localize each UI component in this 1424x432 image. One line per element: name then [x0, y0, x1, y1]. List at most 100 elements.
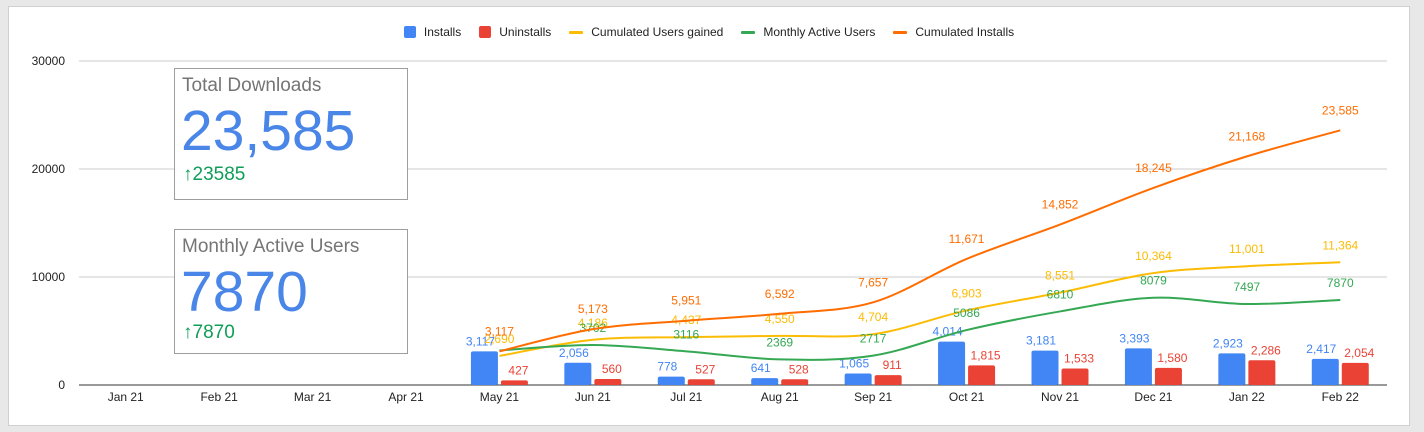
bar [1311, 358, 1339, 385]
line-data-label: 5,173 [578, 302, 608, 316]
line-data-label: 6810 [1047, 287, 1074, 301]
bar [1154, 367, 1182, 385]
line-data-label: 3116 [673, 327, 699, 341]
arrow-up-icon: ↑ [183, 164, 193, 185]
x-tick-label: Jul 21 [670, 390, 702, 404]
y-tick-label: 20000 [32, 162, 66, 176]
series-line [499, 261, 1341, 357]
bar-data-label: 2,054 [1344, 346, 1374, 360]
bar [500, 380, 528, 385]
bar-data-label: 1,815 [971, 348, 1001, 362]
cumulated-users-swatch [569, 30, 584, 34]
legend-label-installs: Installs [423, 25, 462, 39]
cumulated-installs-swatch [893, 30, 908, 34]
bar-data-label: 1,533 [1064, 351, 1094, 365]
legend-label-uninstalls: Uninstalls [499, 25, 552, 39]
scorecard-total-downloads: Total Downloads 23,585 ↑23585 [174, 68, 408, 200]
bar-data-label: 427 [508, 363, 528, 377]
line-data-label: 6,903 [952, 286, 982, 300]
bar [751, 378, 779, 385]
bar [687, 379, 715, 385]
x-tick-label: Jan 21 [108, 390, 144, 404]
legend-label-cumulated-users: Cumulated Users gained [591, 25, 724, 39]
bar-data-label: 2,056 [559, 346, 589, 360]
bar-data-label: 1,580 [1157, 351, 1187, 365]
bar-data-label: 527 [695, 362, 715, 376]
bar [1061, 368, 1089, 385]
line-data-label: 11,001 [1229, 242, 1265, 256]
line-data-label: 11,364 [1322, 238, 1358, 252]
combo-chart: 0 10000 20000 30000 Jan 21 Feb 21 Mar 21 Apr 21… [32, 54, 1387, 404]
scorecard-value: 7870 [181, 260, 308, 324]
bar [938, 341, 966, 385]
scorecard-title: Total Downloads [182, 75, 322, 96]
bar-data-label: 560 [602, 362, 622, 376]
bar [657, 376, 685, 385]
monthly-active-users-swatch [741, 30, 756, 34]
line-data-label: 8,551 [1045, 269, 1075, 283]
installs-swatch [403, 26, 416, 38]
bar-data-label: 3,117 [466, 334, 495, 348]
line-data-label: 5,951 [671, 294, 701, 308]
bar [874, 375, 902, 385]
bar [1341, 362, 1369, 385]
bar [1248, 360, 1276, 385]
line-data-label: 14,852 [1042, 198, 1079, 212]
line-data-label: 11,671 [949, 232, 985, 246]
bar-data-label: 528 [789, 362, 809, 376]
bar [1031, 350, 1059, 385]
x-tick-label: Jun 21 [575, 390, 611, 404]
scorecard-monthly-active-users: Monthly Active Users 7870 ↑7870 [174, 229, 408, 354]
line-data-label: 2,690 [484, 332, 514, 346]
x-tick-label: Apr 21 [388, 390, 424, 404]
line-data-label: 10,364 [1135, 249, 1172, 263]
x-tick-label: Nov 21 [1041, 390, 1079, 404]
bar-data-label: 2,286 [1251, 343, 1281, 357]
legend-label-cumulated-installs: Cumulated Installs [915, 25, 1015, 39]
bar [564, 362, 592, 385]
chart-legend: Installs Uninstalls Cumulated Users gain… [9, 25, 1409, 39]
bar-data-label: 778 [657, 360, 677, 374]
x-tick-label: Oct 21 [949, 390, 985, 404]
scorecard-delta-value: 7870 [192, 322, 235, 343]
legend-item-uninstalls[interactable]: Uninstalls [479, 25, 551, 39]
bar [1218, 353, 1246, 385]
uninstalls-swatch [479, 26, 492, 38]
bar [844, 373, 872, 385]
scorecard-delta: ↑23585 [183, 164, 245, 186]
line-data-label: 7,657 [858, 275, 888, 289]
line-data-label: 21,168 [1229, 129, 1266, 143]
line-data-label: 3,117 [485, 324, 514, 338]
line-data-label: 7870 [1327, 276, 1354, 290]
x-tick-label: May 21 [480, 390, 520, 404]
legend-item-cumulated-users[interactable]: Cumulated Users gained [569, 25, 723, 39]
x-tick-label: Feb 22 [1322, 390, 1360, 404]
line-data-label: 2369 [766, 335, 793, 349]
line-data-label: 5086 [953, 306, 980, 320]
bar [781, 379, 809, 385]
y-tick-label: 0 [58, 378, 65, 392]
line-data-label: 2717 [860, 332, 887, 346]
legend-item-installs[interactable]: Installs [403, 25, 462, 39]
bar-data-label: 1,065 [839, 356, 869, 370]
bar-data-label: 2,417 [1306, 342, 1336, 356]
line-data-label: 4,186 [578, 316, 608, 330]
scorecard-delta-value: 23585 [192, 164, 246, 185]
bar-data-label: 3,181 [1026, 334, 1056, 348]
bar-data-label: 3,393 [1119, 331, 1149, 345]
chart-card: 0 10000 20000 30000 Jan 21 Feb 21 Mar 21 Apr 21… [8, 6, 1410, 426]
bar [968, 365, 996, 385]
x-tick-label: Feb 21 [200, 390, 238, 404]
bar [594, 378, 622, 385]
scorecard-value: 23,585 [181, 99, 356, 163]
line-data-label: 3702 [580, 321, 607, 335]
bar-data-label: 2,923 [1213, 336, 1243, 350]
legend-item-cumulated-installs[interactable]: Cumulated Installs [893, 25, 1014, 39]
legend-item-monthly-active-users[interactable]: Monthly Active Users [741, 25, 875, 39]
line-data-label: 23,585 [1322, 103, 1359, 117]
y-tick-label: 10000 [32, 270, 66, 284]
line-data-label: 6,592 [765, 287, 795, 301]
series-line [499, 129, 1341, 353]
x-tick-label: Dec 21 [1134, 390, 1172, 404]
line-data-label: 4,704 [858, 310, 888, 324]
